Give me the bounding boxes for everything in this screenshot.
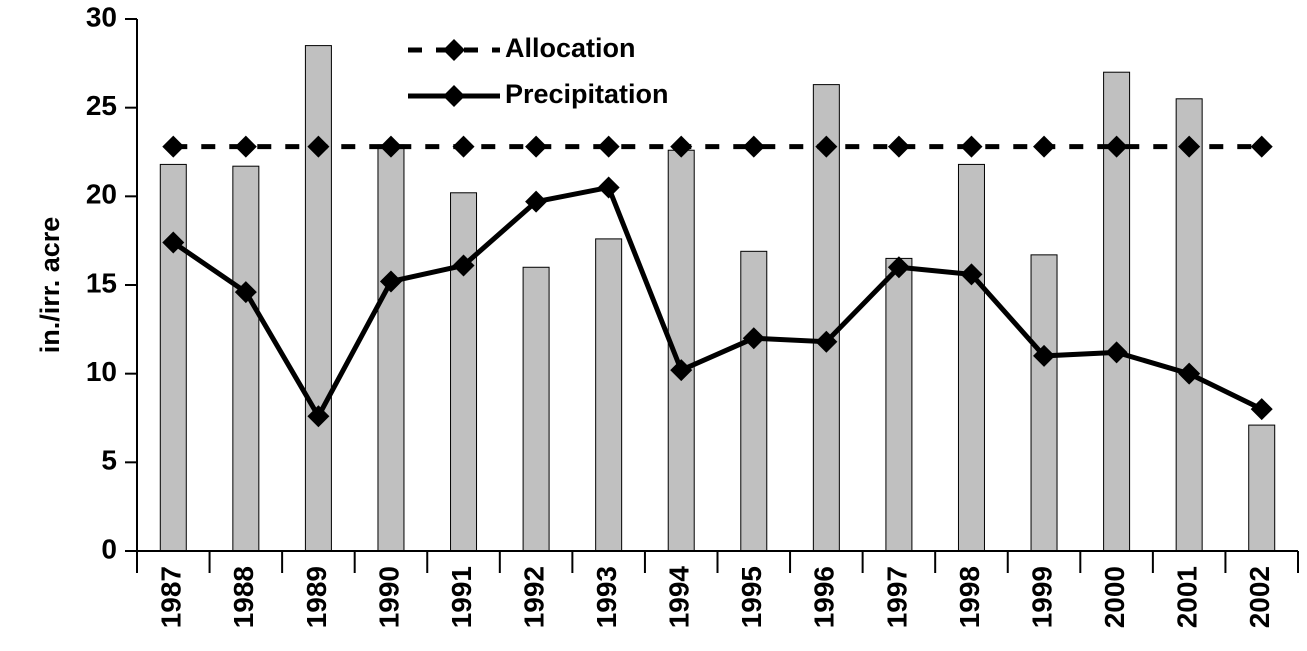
marker xyxy=(742,135,765,158)
bar xyxy=(377,144,405,552)
marker xyxy=(307,135,330,158)
bar xyxy=(522,266,550,552)
legend-label: Allocation xyxy=(505,33,636,63)
x-tick-label: 2002 xyxy=(1244,566,1275,628)
marker xyxy=(162,231,185,254)
x-tick-label: 1995 xyxy=(736,566,767,628)
y-tick-label: 10 xyxy=(86,356,117,387)
bar xyxy=(1175,98,1203,552)
line xyxy=(171,184,1263,422)
marker xyxy=(379,135,402,158)
marker xyxy=(1105,135,1128,158)
x-tick-label: 2001 xyxy=(1172,566,1203,628)
marker xyxy=(670,135,693,158)
marker xyxy=(452,254,475,277)
y-tick-label: 25 xyxy=(86,90,117,121)
y-tick-label: 5 xyxy=(101,445,117,476)
marker xyxy=(887,256,910,279)
marker xyxy=(597,176,620,199)
marker xyxy=(597,135,620,158)
x-tick-label: 1999 xyxy=(1026,566,1057,628)
bar xyxy=(304,45,332,552)
marker xyxy=(307,405,330,428)
bar xyxy=(812,84,840,552)
marker xyxy=(525,190,548,213)
marker xyxy=(1178,362,1201,385)
x-tick-label: 1989 xyxy=(301,566,332,628)
y-tick-label: 20 xyxy=(86,179,117,210)
legend-marker xyxy=(443,85,465,107)
x-tick-label: 1998 xyxy=(954,566,985,628)
y-tick-label: 0 xyxy=(101,533,117,564)
marker xyxy=(887,135,910,158)
marker xyxy=(1033,135,1056,158)
marker xyxy=(815,330,838,353)
bar xyxy=(1248,424,1276,552)
marker xyxy=(525,135,548,158)
x-tick-label: 1987 xyxy=(156,566,187,628)
bar xyxy=(450,192,478,552)
y-axis-label: in./irr. acre xyxy=(35,217,65,354)
marker xyxy=(234,135,257,158)
bar xyxy=(740,250,768,552)
x-tick-label: 1991 xyxy=(446,566,477,628)
bar xyxy=(885,257,913,552)
marker xyxy=(960,135,983,158)
marker xyxy=(1105,341,1128,364)
marker xyxy=(379,270,402,293)
marker xyxy=(1250,135,1273,158)
marker xyxy=(960,263,983,286)
bar xyxy=(159,163,187,552)
marker xyxy=(1033,344,1056,367)
x-tick-label: 1993 xyxy=(591,566,622,628)
x-tick-label: 1990 xyxy=(373,566,404,628)
marker xyxy=(815,135,838,158)
marker xyxy=(742,327,765,350)
x-tick-label: 1996 xyxy=(809,566,840,628)
bar xyxy=(232,165,260,552)
x-tick-label: 1997 xyxy=(881,566,912,628)
marker xyxy=(452,135,475,158)
x-tick-label: 1988 xyxy=(228,566,259,628)
y-tick-label: 30 xyxy=(86,1,117,32)
legend-label: Precipitation xyxy=(505,79,669,109)
x-tick-label: 1994 xyxy=(664,566,695,629)
legend-marker xyxy=(443,39,465,61)
x-tick-label: 1992 xyxy=(518,566,549,628)
marker xyxy=(1250,398,1273,421)
bar xyxy=(1030,254,1058,552)
marker xyxy=(234,281,257,304)
x-tick-label: 2000 xyxy=(1099,566,1130,628)
marker xyxy=(670,359,693,382)
bar xyxy=(957,163,985,552)
marker xyxy=(1178,135,1201,158)
bar xyxy=(595,238,623,552)
marker xyxy=(162,135,185,158)
y-tick-label: 15 xyxy=(86,267,117,298)
